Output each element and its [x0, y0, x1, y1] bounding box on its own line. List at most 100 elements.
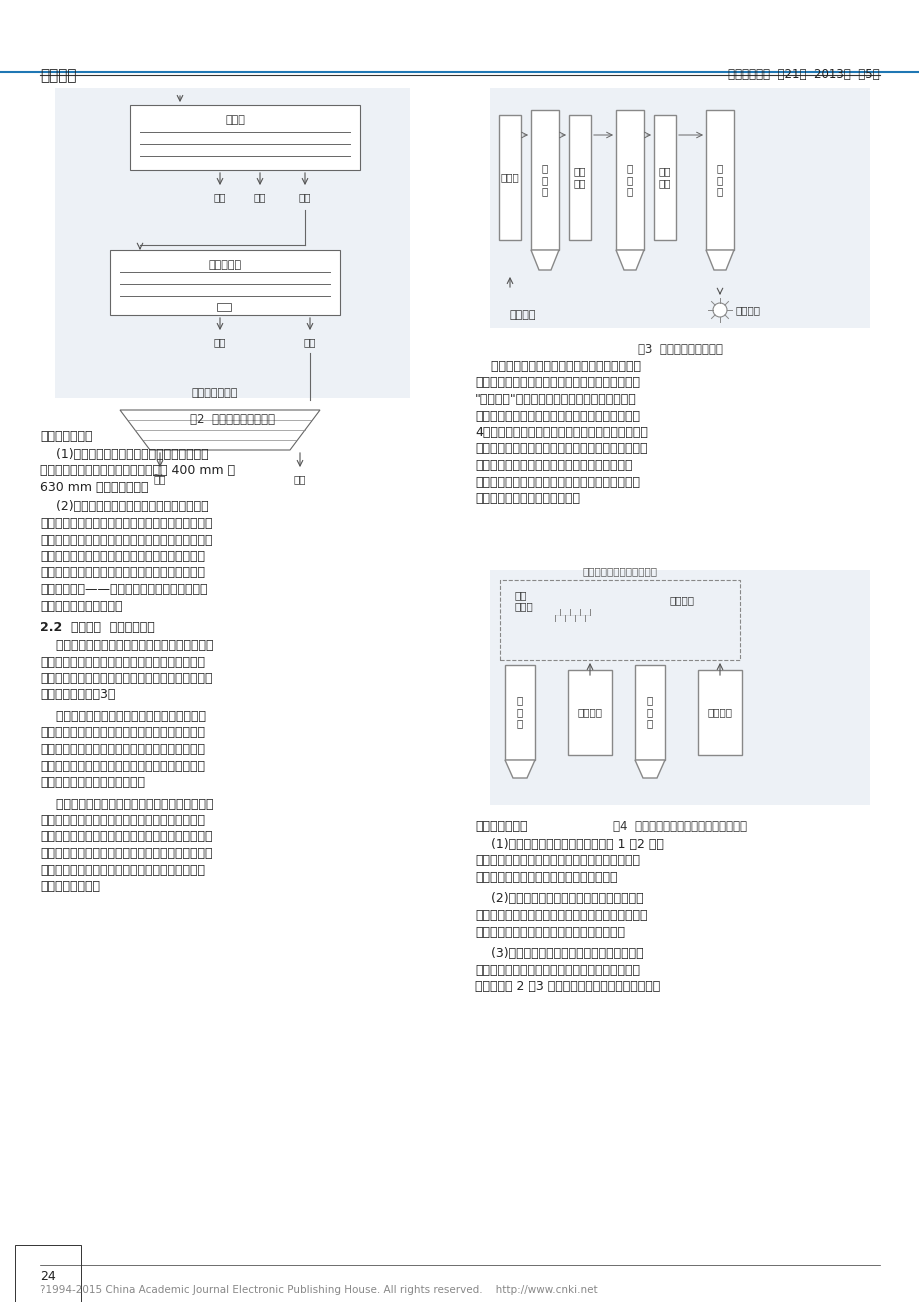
Text: 不必太多。通常情况下作为普通毛麦仓使用；当其: 不必太多。通常情况下作为普通毛麦仓使用；当其 — [474, 854, 640, 867]
Text: 便输送。所以该方案更适用于新建厂的设计。: 便输送。所以该方案更适用于新建厂的设计。 — [474, 926, 624, 939]
Text: 成面粉灰分指标偏高，加工精度变差；另外，当仓底: 成面粉灰分指标偏高，加工精度变差；另外，当仓底 — [40, 848, 212, 861]
Text: 毛麦
清理: 毛麦 清理 — [573, 167, 585, 187]
Text: 小麦着水: 小麦着水 — [669, 595, 694, 605]
Text: 图4  小麦清理流程加设返仓副路的示意图: 图4 小麦清理流程加设返仓副路的示意图 — [612, 820, 746, 833]
Text: 粮食加工: 粮食加工 — [40, 68, 76, 83]
Text: 广义上讲，也可以称为四道筛选。若投资受限不想: 广义上讲，也可以称为四道筛选。若投资受限不想 — [40, 549, 205, 562]
Text: 小麦卸车: 小麦卸车 — [509, 310, 536, 320]
Bar — [490, 89, 869, 328]
Text: 光麦
清理: 光麦 清理 — [658, 167, 671, 187]
Text: 研磨副粉: 研磨副粉 — [735, 305, 760, 315]
Text: 24: 24 — [40, 1269, 56, 1282]
Text: 麦能够经由螺旋输送机回到指定的毛麦仓中（见图: 麦能够经由螺旋输送机回到指定的毛麦仓中（见图 — [474, 410, 640, 423]
Polygon shape — [616, 250, 643, 270]
Text: 毛
麦
仓: 毛 麦 仓 — [516, 695, 523, 729]
Bar — [653, 115, 675, 240]
Text: 砂石: 砂石 — [293, 474, 306, 484]
Text: 重力分级去石机: 重力分级去石机 — [191, 388, 238, 398]
Text: 初清理: 初清理 — [500, 172, 519, 182]
Bar — [634, 665, 664, 760]
Text: 重力的作用而自动分级，通常会出现仓底杂质多的: 重力的作用而自动分级，通常会出现仓底杂质多的 — [40, 727, 205, 740]
Polygon shape — [505, 760, 535, 779]
Text: 处理进入润麦仓；而当毛麦仓的小麦出现仓底时，可: 处理进入润麦仓；而当毛麦仓的小麦出现仓底时，可 — [474, 443, 647, 456]
Text: 具体优化方案：: 具体优化方案： — [40, 430, 93, 443]
Text: 在毛麦清理阶段，小麦从毛麦仓出来后经过各: 在毛麦清理阶段，小麦从毛麦仓出来后经过各 — [474, 359, 641, 372]
Text: 但不可逆转，见图3。: 但不可逆转，见图3。 — [40, 689, 115, 702]
Text: ?1994-2015 China Academic Journal Electronic Publishing House. All rights reserv: ?1994-2015 China Academic Journal Electr… — [40, 1285, 597, 1295]
Text: 三个独立工序组成。三个工序都是以入仓（分别是: 三个独立工序组成。三个工序都是以入仓（分别是 — [40, 655, 205, 668]
Bar — [568, 115, 590, 240]
Text: 存放返仓小麦时，只是暂放，且周期很短。: 存放返仓小麦时，只是暂放，且周期很短。 — [474, 871, 617, 884]
Text: 小麦: 小麦 — [299, 191, 311, 202]
Polygon shape — [119, 410, 320, 450]
Text: 小杂: 小杂 — [213, 191, 226, 202]
Text: 选前移至此处——因为设备不需要太高的处理能: 选前移至此处——因为设备不需要太高的处理能 — [40, 583, 208, 596]
Text: ~: ~ — [151, 469, 163, 483]
Text: 多增加一道筛选，也可以将头道表面清理之后的筛: 多增加一道筛选，也可以将头道表面清理之后的筛 — [40, 566, 205, 579]
Bar — [499, 579, 739, 660]
Text: 小麦的清理流程由初清理、毛麦清理、光麦清理: 小麦的清理流程由初清理、毛麦清理、光麦清理 — [40, 639, 213, 652]
Bar — [705, 109, 733, 250]
Text: 麦仓中，作为正常小麦待加工。: 麦仓中，作为正常小麦待加工。 — [474, 492, 579, 505]
Text: (2)在总的三道筛选基础上，平面回转筛的设: (2)在总的三道筛选基础上，平面回转筛的设 — [40, 500, 209, 513]
Text: 虚线框内为加设的返仓副路: 虚线框内为加设的返仓副路 — [582, 566, 657, 575]
Text: 小麦: 小麦 — [303, 337, 316, 348]
Bar — [498, 115, 520, 240]
Text: 毛麦清理: 毛麦清理 — [577, 707, 602, 717]
Text: (3)仓底小麦的预清理是在生产的间歇期间进: (3)仓底小麦的预清理是在生产的间歇期间进 — [474, 947, 643, 960]
Text: 2.2  设置副路  处理仓底小麦: 2.2 设置副路 处理仓底小麦 — [40, 621, 154, 634]
Text: 振动筛: 振动筛 — [225, 115, 244, 125]
Text: 润
麦
仓: 润 麦 仓 — [646, 695, 652, 729]
Bar — [217, 303, 231, 311]
Text: 图3  小麦清理流程示意图: 图3 小麦清理流程示意图 — [637, 342, 721, 355]
Bar — [490, 570, 869, 805]
Text: 现象。对这种情况的惯常处理方法是：再开启使用: 现象。对这种情况的惯常处理方法是：再开启使用 — [40, 743, 205, 756]
Text: 具体优化方案：: 具体优化方案： — [474, 820, 527, 833]
Text: 不需要太高的处理能力，一般筛面宽度 400 mm 或: 不需要太高的处理能力，一般筛面宽度 400 mm 或 — [40, 465, 235, 478]
Text: (1)专门处理振动筛扩量小杂的平面回转筛，: (1)专门处理振动筛扩量小杂的平面回转筛， — [40, 448, 209, 461]
Circle shape — [712, 303, 726, 316]
Bar — [698, 671, 742, 755]
Text: 置只是作为头道筛选（振动筛）小杂的辅助处理，其: 置只是作为头道筛选（振动筛）小杂的辅助处理，其 — [40, 517, 212, 530]
Text: 毛
麦
仓: 毛 麦 仓 — [541, 163, 548, 197]
Text: 差是不可避免的。: 差是不可避免的。 — [40, 880, 100, 893]
Text: 例配合大比例的新仓同时使用。: 例配合大比例的新仓同时使用。 — [40, 776, 145, 789]
Text: 图2  筛选工艺改进流程图: 图2 筛选工艺改进流程图 — [190, 413, 275, 426]
Text: 力，反而可以节省资金。: 力，反而可以节省资金。 — [40, 599, 122, 612]
Bar — [616, 109, 643, 250]
Text: 余两道筛选依然在表面清理（打麦机）之后，所以从: 余两道筛选依然在表面清理（打麦机）之后，所以从 — [40, 534, 212, 547]
Text: 一个同品种小麦的新仓，仓底小麦小比例或极小比: 一个同品种小麦的新仓，仓底小麦小比例或极小比 — [40, 759, 205, 772]
Text: 润
麦
仓: 润 麦 仓 — [626, 163, 632, 197]
Text: 大杂: 大杂 — [254, 191, 266, 202]
Polygon shape — [530, 250, 559, 270]
Text: "小麦着水"工序之前设置一个副路使清理过的小: "小麦着水"工序之前设置一个副路使清理过的小 — [474, 393, 636, 406]
Text: 4虚线框内所示）。这样，正常的小麦直接经过水分: 4虚线框内所示）。这样，正常的小麦直接经过水分 — [474, 426, 647, 439]
Text: 小麦没有同品种小麦搭配时，加工出来的面粉质量: 小麦没有同品种小麦搭配时，加工出来的面粉质量 — [40, 863, 205, 876]
Text: 行的，若毛麦仓的空仓数量能够满足小麦的正常流: 行的，若毛麦仓的空仓数量能够满足小麦的正常流 — [474, 963, 640, 976]
Polygon shape — [705, 250, 733, 270]
Text: 付磨粉机的净麦的质量，并最终影响产品的质量，造: 付磨粉机的净麦的质量，并最终影响产品的质量，造 — [40, 831, 212, 844]
Text: 净
麦
仓: 净 麦 仓 — [716, 163, 722, 197]
Text: 螺旋
输送机: 螺旋 输送机 — [515, 590, 533, 612]
Bar — [110, 250, 340, 315]
Text: 粮油食品科技  第21卷  2013年  第5期: 粮油食品科技 第21卷 2013年 第5期 — [728, 68, 879, 81]
Text: (1)作为指定返仓的毛麦仓，数量为 1 ～2 个，: (1)作为指定返仓的毛麦仓，数量为 1 ～2 个， — [474, 838, 664, 852]
Text: 但无论怎样均散都加重清理负荷，从而直接影响交: 但无论怎样均散都加重清理负荷，从而直接影响交 — [40, 814, 205, 827]
Bar — [567, 671, 611, 755]
Bar — [130, 105, 359, 171]
Text: 平面回转筛: 平面回转筛 — [209, 260, 242, 270]
Text: (2)充当指定返仓的毛麦仓，要和进润麦仓的: (2)充当指定返仓的毛麦仓，要和进润麦仓的 — [474, 892, 643, 905]
Bar — [505, 665, 535, 760]
Bar — [55, 89, 410, 398]
Text: 道清理工序入润麦仓，这个过程是不可逆转的。在: 道清理工序入润麦仓，这个过程是不可逆转的。在 — [474, 376, 640, 389]
Polygon shape — [634, 760, 664, 779]
Text: 小麦: 小麦 — [153, 474, 166, 484]
Bar — [530, 109, 559, 250]
Text: 毛麦仓、润麦仓、净麦仓）为终结，彼此间相互衔接: 毛麦仓、润麦仓、净麦仓）为终结，彼此间相互衔接 — [40, 672, 212, 685]
Text: 在实际使用过程中，毛麦仓中的小麦由于自身: 在实际使用过程中，毛麦仓中的小麦由于自身 — [40, 710, 206, 723]
Text: 转，可集中 2 ～3 个仓底按确定的搭配比例同时进行: 转，可集中 2 ～3 个仓底按确定的搭配比例同时进行 — [474, 980, 660, 993]
Text: 630 mm 即可满足要求；: 630 mm 即可满足要求； — [40, 480, 148, 493]
Text: 这种处理方式是对超标、超量杂质的均散分配，: 这种处理方式是对超标、超量杂质的均散分配， — [40, 798, 213, 811]
Text: 理，将其中超量的杂质除去后经副路回到指定的毛: 理，将其中超量的杂质除去后经副路回到指定的毛 — [474, 475, 640, 488]
Text: 小杂: 小杂 — [213, 337, 226, 348]
